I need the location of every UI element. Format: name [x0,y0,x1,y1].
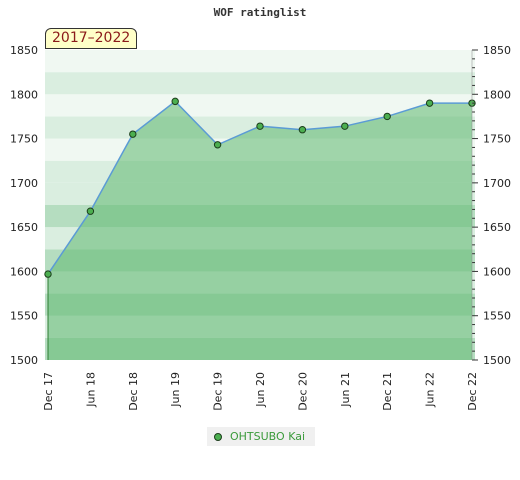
y-tick-label-right: 1850 [483,44,511,57]
legend[interactable]: OHTSUBO Kai [207,427,315,446]
x-tick-label: Dec 22 [466,372,479,411]
y-tick-label-right: 1650 [483,221,511,234]
data-point [213,141,222,149]
data-point [44,270,52,278]
y-tick-label-left: 1700 [10,177,38,190]
x-tick-label: Jun 21 [339,372,352,408]
x-tick-label: Jun 22 [424,372,437,408]
x-tick-label: Dec 20 [296,372,309,411]
x-tick-label: Dec 21 [381,372,394,411]
x-tick-label: Dec 19 [212,372,225,411]
y-tick-label-right: 1600 [483,265,511,278]
legend-marker [214,432,222,441]
y-tick-label-left: 1550 [10,310,38,323]
legend-label: OHTSUBO Kai [230,430,306,443]
y-tick-label-left: 1500 [10,354,38,367]
band [45,72,475,95]
data-point [129,130,137,138]
data-point [256,122,264,130]
y-tick-label-right: 1500 [483,354,511,367]
data-point [425,99,434,107]
y-tick-label-left: 1850 [10,44,38,57]
y-tick-label-right: 1750 [483,133,511,146]
band [45,94,475,117]
y-tick-label-right: 1700 [483,177,511,190]
x-tick-label: Jun 20 [254,372,267,408]
band [45,50,475,73]
x-tick-label: Dec 17 [42,372,55,411]
y-tick-label-left: 1600 [10,265,38,278]
x-tick-label: Dec 18 [127,372,140,411]
period-badge: 2017–2022 [45,28,138,49]
data-point [86,207,95,215]
y-tick-label-left: 1800 [10,88,38,101]
data-point [383,112,391,121]
x-tick-label: Jun 19 [169,372,182,408]
data-point [341,122,349,130]
y-tick-label-left: 1650 [10,221,38,234]
y-tick-label-right: 1800 [483,88,511,101]
y-tick-label-left: 1750 [10,133,38,146]
data-point [171,97,179,106]
x-tick-label: Jun 18 [84,372,97,408]
series-area [48,101,472,360]
chart-title: WOF ratinglist [213,6,307,19]
y-tick-label-right: 1550 [483,310,511,323]
data-point [298,126,307,134]
